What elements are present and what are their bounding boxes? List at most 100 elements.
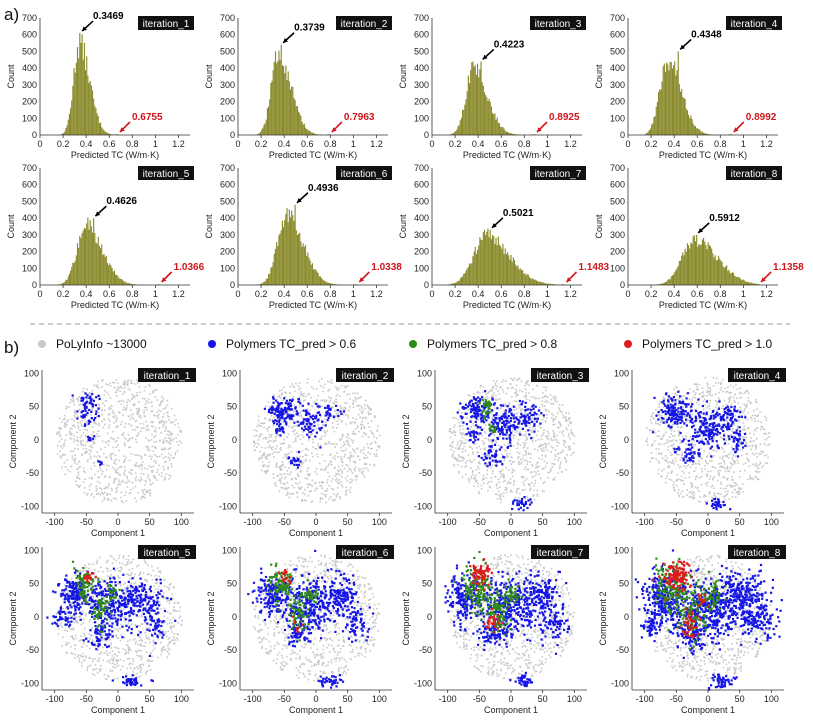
point [78,396,80,398]
point [448,430,451,433]
point [298,415,301,417]
point [516,499,519,502]
y-tick-label: 100 [24,368,39,378]
point [286,481,288,484]
point [569,417,571,419]
point [73,435,76,437]
x-tick-label: 0.8 [518,289,531,299]
hist-bar [127,283,129,285]
point [117,388,120,391]
point [564,418,567,421]
hist-bar [696,128,698,135]
hist-bar [542,282,544,285]
point [728,484,731,486]
point [333,417,335,419]
point [158,420,161,423]
point [63,418,65,421]
point [680,492,682,495]
point [346,402,348,404]
histogram-iteration_5: 0 0.2 0.4 0.6 0.8 1 1.20100200300400500600700P… [6,163,205,310]
point [492,422,495,425]
hist-bar [451,283,453,285]
point [337,465,340,468]
point [487,438,490,440]
point [261,446,263,449]
point [111,437,114,440]
point [351,432,354,435]
point [729,466,732,469]
point [700,423,702,425]
hist-bar [108,133,110,135]
hist-bar [666,281,668,285]
point [488,407,491,411]
point [278,429,281,432]
point [326,399,328,402]
point [549,394,552,396]
point [283,483,286,485]
point [456,444,459,446]
hist-bar [455,282,457,285]
point [516,491,518,494]
point [320,438,322,440]
hist-bar [283,66,285,135]
point [564,446,567,448]
hist-bar [82,230,84,285]
iteration-tag: iteration_1 [138,16,194,30]
point [482,477,484,479]
point [94,422,97,424]
hist-bar [63,282,65,285]
point [335,495,338,498]
point [349,468,352,471]
point [555,397,557,400]
point [473,425,475,427]
point [258,459,260,461]
hist-bar [94,105,96,135]
point [467,409,469,411]
point [545,395,548,398]
hist-bar [668,70,670,135]
point [315,467,318,470]
point [334,458,336,460]
point [522,447,525,449]
point [533,489,535,491]
point [457,418,460,421]
point [336,420,339,422]
hist-bar [686,110,688,135]
point [746,445,749,448]
point [555,416,557,418]
point [271,405,274,408]
point [285,487,288,489]
point [74,454,76,456]
points-polyinfo [448,377,576,504]
point [139,422,142,425]
point [290,462,293,465]
hist-bar [93,218,95,285]
point [525,420,528,423]
point [280,473,283,476]
point [286,493,289,495]
point [524,445,526,448]
hist-bar [504,248,506,285]
point [528,453,530,456]
point [327,416,330,419]
point [163,420,166,423]
point [286,413,289,416]
point [258,457,260,459]
point [279,397,282,399]
point [521,476,523,479]
point [161,441,164,443]
point [536,493,539,496]
point [521,502,524,505]
point [749,448,752,451]
point [741,454,743,457]
point [681,395,684,398]
point [513,392,516,394]
hist-bar [130,283,132,285]
point [76,410,79,413]
point [723,443,726,446]
point [524,405,527,408]
point [274,410,276,413]
point [545,442,547,445]
point [169,431,171,433]
point [490,477,493,479]
